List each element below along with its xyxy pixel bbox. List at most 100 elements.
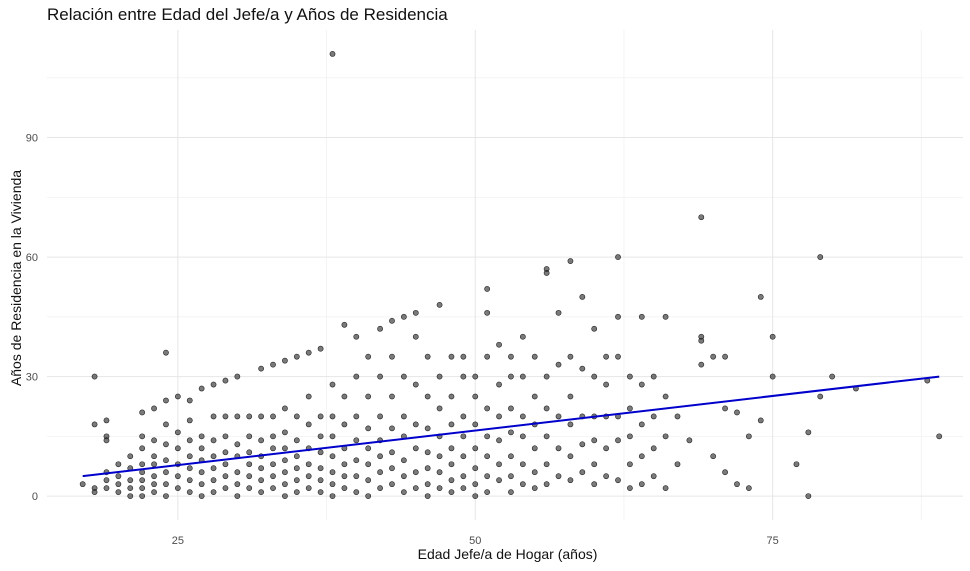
data-point (377, 469, 383, 476)
data-point (472, 493, 479, 499)
data-point (341, 321, 348, 328)
data-point (139, 477, 146, 484)
data-point (448, 421, 455, 428)
data-point (317, 449, 324, 456)
data-point (186, 477, 193, 484)
data-point (377, 453, 383, 460)
data-point (222, 473, 229, 480)
data-point (627, 373, 633, 380)
data-point (722, 469, 728, 476)
data-point (222, 485, 229, 492)
data-point (615, 437, 621, 444)
data-point (710, 453, 717, 460)
data-point (472, 445, 479, 452)
y-tick-label: 30 (26, 372, 38, 384)
data-point (163, 457, 169, 464)
data-point (424, 393, 431, 400)
data-point (246, 461, 253, 468)
data-point (282, 481, 288, 488)
data-point (603, 381, 610, 388)
data-point (484, 309, 491, 316)
data-point (317, 345, 324, 352)
data-point (127, 485, 134, 492)
data-point (615, 313, 621, 320)
data-point (353, 413, 360, 420)
data-point (115, 489, 122, 496)
data-point (448, 445, 455, 452)
data-point (174, 445, 181, 452)
data-point (139, 409, 146, 416)
data-point (317, 433, 324, 440)
data-point (103, 477, 110, 484)
data-point (674, 461, 681, 468)
data-point (615, 254, 621, 260)
data-point (650, 373, 657, 380)
x-tick-label: 75 (767, 535, 779, 547)
data-point (163, 493, 169, 499)
data-point (103, 437, 110, 444)
data-point (627, 433, 633, 440)
data-point (484, 453, 491, 460)
data-point (424, 449, 431, 456)
data-point (484, 489, 491, 496)
data-point (579, 294, 586, 300)
data-point (603, 473, 610, 480)
data-point (282, 445, 288, 452)
data-point (174, 393, 181, 400)
data-point (448, 477, 455, 484)
data-point (460, 373, 467, 380)
data-point (127, 477, 134, 484)
data-point (341, 421, 348, 428)
data-point (317, 477, 324, 484)
data-point (591, 325, 598, 332)
data-point (234, 493, 241, 499)
data-point (293, 489, 300, 496)
data-point (484, 353, 491, 360)
data-point (460, 453, 467, 460)
data-point (198, 433, 205, 440)
data-point (210, 413, 217, 420)
data-point (151, 461, 157, 468)
data-point (650, 413, 657, 420)
data-point (448, 353, 455, 360)
data-point (329, 381, 336, 388)
trend-line-group (82, 375, 940, 478)
data-point (591, 461, 598, 468)
data-point (186, 397, 193, 404)
data-point (270, 473, 276, 480)
data-point (496, 341, 502, 348)
data-point (365, 445, 372, 452)
data-point (448, 489, 455, 496)
data-point (329, 481, 336, 488)
data-point (174, 473, 181, 480)
data-point (638, 481, 645, 488)
data-point (448, 461, 455, 468)
data-point (163, 469, 169, 476)
data-point (817, 393, 824, 400)
data-point (258, 413, 265, 420)
data-point (591, 481, 598, 488)
data-point (282, 493, 288, 499)
data-point (329, 51, 336, 57)
data-point (163, 441, 169, 448)
data-point (412, 333, 419, 340)
data-point (258, 365, 265, 372)
data-point (829, 373, 836, 380)
data-point (817, 254, 824, 260)
data-point (258, 489, 265, 496)
data-point (186, 417, 193, 424)
data-point (638, 313, 645, 320)
data-point (722, 405, 728, 412)
data-point (508, 489, 514, 496)
data-point (603, 445, 610, 452)
data-point (543, 405, 550, 412)
data-point (531, 353, 538, 360)
data-point (246, 433, 253, 440)
data-point (341, 461, 348, 468)
data-point (210, 489, 217, 496)
data-point (305, 349, 312, 356)
data-point (329, 469, 336, 476)
data-point (139, 493, 146, 499)
data-point (638, 453, 645, 460)
